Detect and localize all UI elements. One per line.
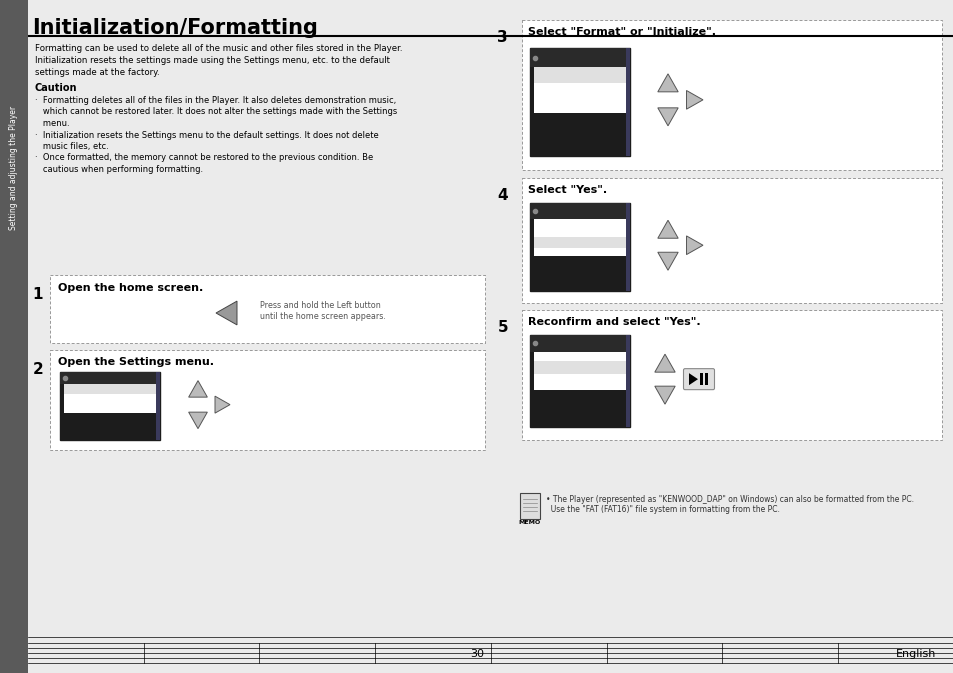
Bar — [530, 335, 629, 351]
Bar — [521, 310, 941, 440]
Bar — [625, 335, 629, 427]
Text: Select "Yes".: Select "Yes". — [527, 185, 606, 195]
Text: ·  Initialization resets the Settings menu to the default settings. It does not : · Initialization resets the Settings men… — [35, 131, 378, 139]
Text: • The Player (represented as "KENWOOD_DAP" on Windows) can also be formatted fro: • The Player (represented as "KENWOOD_DA… — [545, 495, 913, 504]
Bar — [534, 219, 625, 256]
Bar — [530, 203, 629, 219]
Text: Open the Settings menu.: Open the Settings menu. — [58, 357, 213, 367]
Text: cautious when performing formatting.: cautious when performing formatting. — [35, 165, 203, 174]
Bar — [530, 48, 629, 67]
Text: Select "Format" or "Initialize".: Select "Format" or "Initialize". — [527, 27, 716, 37]
Bar — [0, 0, 28, 673]
Text: Initialization/Formatting: Initialization/Formatting — [32, 18, 317, 38]
Polygon shape — [654, 354, 675, 372]
Bar — [521, 20, 941, 170]
Bar — [534, 67, 625, 83]
Bar — [156, 372, 160, 440]
FancyBboxPatch shape — [519, 493, 539, 519]
Text: Use the "FAT (FAT16)" file system in formatting from the PC.: Use the "FAT (FAT16)" file system in for… — [545, 505, 779, 514]
Text: Formatting can be used to delete all of the music and other files stored in the : Formatting can be used to delete all of … — [35, 44, 402, 53]
Bar — [530, 335, 629, 427]
Bar — [50, 350, 484, 450]
Polygon shape — [658, 220, 678, 238]
Text: ·  Formatting deletes all of the files in the Player. It also deletes demonstrat: · Formatting deletes all of the files in… — [35, 96, 395, 105]
Bar — [625, 48, 629, 156]
FancyBboxPatch shape — [682, 369, 714, 390]
Polygon shape — [688, 373, 698, 385]
Bar — [700, 373, 702, 385]
Text: Press and hold the Left button: Press and hold the Left button — [260, 301, 380, 310]
Text: 3: 3 — [497, 30, 507, 45]
Polygon shape — [658, 74, 678, 92]
Text: Reconfirm and select "Yes".: Reconfirm and select "Yes". — [527, 317, 700, 327]
Polygon shape — [686, 90, 702, 109]
Bar — [521, 178, 941, 303]
Bar — [534, 361, 625, 374]
Bar — [50, 275, 484, 343]
Bar — [530, 48, 629, 156]
Text: Initialization resets the settings made using the Settings menu, etc. to the def: Initialization resets the settings made … — [35, 56, 390, 65]
Bar — [534, 67, 625, 113]
Polygon shape — [189, 381, 207, 397]
Text: Caution: Caution — [35, 83, 77, 93]
Text: ·  Once formatted, the memory cannot be restored to the previous condition. Be: · Once formatted, the memory cannot be r… — [35, 153, 373, 162]
Bar — [60, 372, 160, 384]
Text: English: English — [895, 649, 935, 659]
Polygon shape — [189, 412, 207, 429]
Polygon shape — [214, 396, 230, 413]
Text: settings made at the factory.: settings made at the factory. — [35, 68, 159, 77]
Text: 5: 5 — [497, 320, 507, 335]
Text: Setting and adjusting the Player: Setting and adjusting the Player — [10, 106, 18, 230]
Bar — [64, 384, 156, 413]
Text: 2: 2 — [32, 362, 43, 377]
Polygon shape — [658, 108, 678, 126]
Polygon shape — [686, 236, 702, 254]
Bar — [704, 373, 707, 385]
Bar — [625, 203, 629, 291]
Text: 4: 4 — [497, 188, 507, 203]
Text: menu.: menu. — [35, 119, 70, 128]
Text: 1: 1 — [32, 287, 43, 302]
Text: MEMO: MEMO — [518, 520, 540, 525]
Text: until the home screen appears.: until the home screen appears. — [260, 312, 385, 321]
Bar — [64, 384, 156, 394]
Text: Open the home screen.: Open the home screen. — [58, 283, 203, 293]
Bar — [534, 238, 625, 248]
Bar — [534, 351, 625, 390]
Text: 30: 30 — [470, 649, 483, 659]
Polygon shape — [658, 252, 678, 271]
Text: which cannot be restored later. It does not alter the settings made with the Set: which cannot be restored later. It does … — [35, 108, 396, 116]
Bar — [60, 372, 160, 440]
Polygon shape — [215, 301, 236, 325]
Polygon shape — [654, 386, 675, 404]
Text: music files, etc.: music files, etc. — [35, 142, 109, 151]
Bar — [530, 203, 629, 291]
